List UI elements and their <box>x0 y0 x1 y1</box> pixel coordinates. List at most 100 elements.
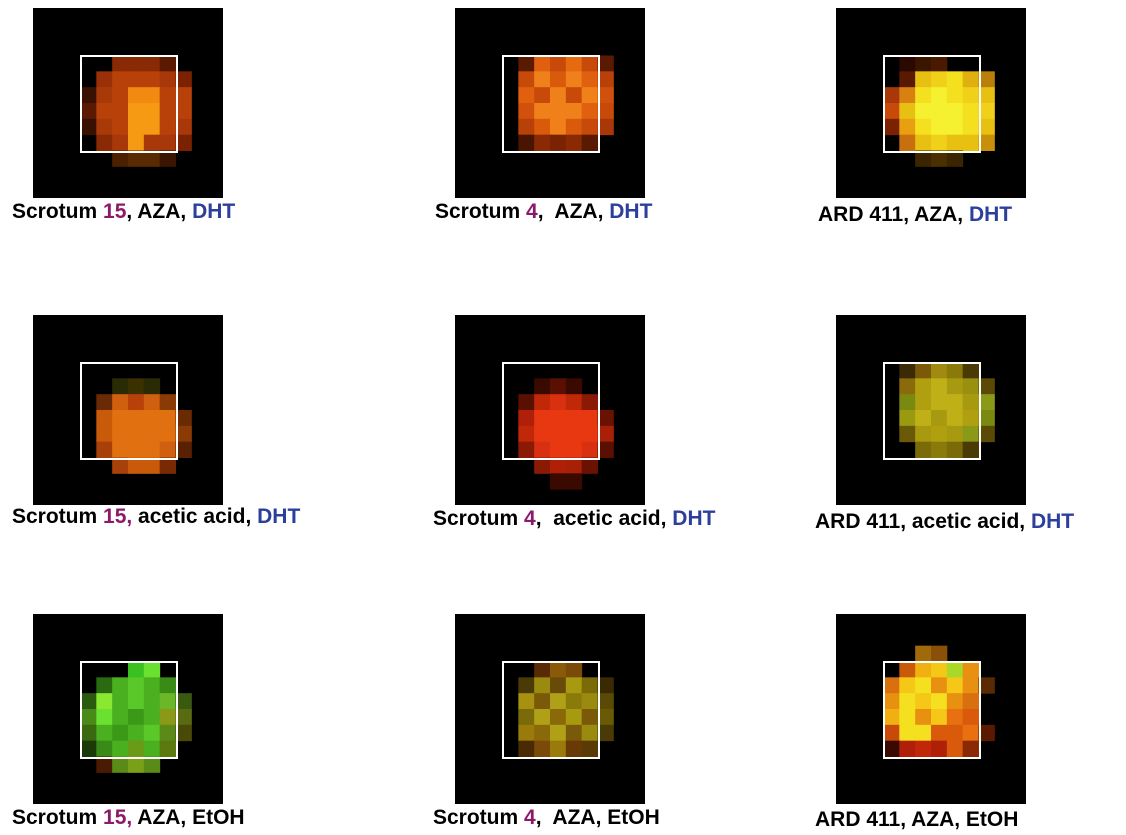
signal-pixel <box>518 134 535 151</box>
signal-pixel <box>565 55 583 72</box>
signal-pixel <box>534 118 551 136</box>
signal-pixel <box>112 71 129 88</box>
signal-pixel <box>962 441 979 458</box>
signal-pixel <box>931 394 948 411</box>
signal-pixel <box>143 394 161 411</box>
caption-segment: DHT <box>257 505 301 528</box>
signal-pixel <box>899 709 916 726</box>
fluorescence-tile <box>455 614 645 804</box>
signal-pixel <box>159 693 176 710</box>
signal-pixel <box>128 457 145 474</box>
caption-scrotum4-aza-etoh: Scrotum 4, AZA, EtOH <box>433 806 660 830</box>
signal-pixel <box>128 661 145 678</box>
signal-pixel <box>597 425 614 443</box>
signal-pixel <box>597 441 614 458</box>
signal-pixel <box>962 118 979 136</box>
signal-pixel <box>159 134 176 151</box>
signal-pixel <box>518 709 535 726</box>
signal-pixel <box>534 740 551 757</box>
signal-pixel <box>883 740 900 757</box>
signal-pixel <box>883 709 900 726</box>
signal-pixel <box>931 661 948 678</box>
signal-pixel <box>915 150 932 167</box>
signal-pixel <box>581 55 598 72</box>
signal-pixel <box>112 378 129 395</box>
signal-pixel <box>534 410 551 427</box>
signal-pixel <box>550 677 567 694</box>
fluorescence-tile <box>836 8 1026 198</box>
signal-pixel <box>915 410 932 427</box>
signal-pixel <box>899 55 916 72</box>
signal-pixel <box>962 378 979 395</box>
signal-pixel <box>112 118 129 136</box>
signal-pixel <box>946 425 964 443</box>
signal-pixel <box>96 425 113 443</box>
signal-pixel <box>978 103 995 120</box>
fluorescence-tile <box>836 315 1026 505</box>
signal-pixel <box>962 425 979 443</box>
signal-pixel <box>565 661 583 678</box>
signal-pixel <box>883 87 900 104</box>
caption-scrotum15-aza-etoh: Scrotum 15, AZA, EtOH <box>12 806 245 830</box>
signal-pixel <box>931 150 948 167</box>
signal-pixel <box>931 410 948 427</box>
signal-pixel <box>175 410 192 427</box>
caption-segment: DHT <box>609 200 653 223</box>
signal-pixel <box>931 55 948 72</box>
signal-pixel <box>518 677 535 694</box>
signal-pixel <box>597 55 614 72</box>
roi-box <box>502 362 600 460</box>
signal-pixel <box>597 709 614 726</box>
signal-pixel <box>565 118 583 136</box>
signal-pixel <box>143 724 161 742</box>
caption-segment: Scrotum <box>433 806 525 829</box>
signal-pixel <box>128 756 145 773</box>
signal-pixel <box>915 118 932 136</box>
signal-pixel <box>550 457 567 474</box>
signal-pixel <box>915 103 932 120</box>
signal-pixel <box>143 441 161 458</box>
signal-pixel <box>899 677 916 694</box>
caption-segment: 4 <box>526 200 538 223</box>
signal-pixel <box>565 103 583 120</box>
signal-pixel <box>915 394 932 411</box>
signal-pixel <box>565 457 583 474</box>
signal-pixel <box>96 677 113 694</box>
signal-pixel <box>143 661 161 678</box>
signal-pixel <box>899 362 916 379</box>
signal-pixel <box>946 441 964 458</box>
signal-pixel <box>175 87 192 104</box>
signal-pixel <box>112 103 129 120</box>
signal-pixel <box>112 709 129 726</box>
caption-segment: ARD 411, AZA, <box>818 203 969 226</box>
signal-pixel <box>143 55 161 72</box>
signal-pixel <box>946 150 964 167</box>
signal-pixel <box>978 71 995 88</box>
signal-pixel <box>915 724 932 742</box>
signal-pixel <box>80 87 97 104</box>
caption-segment: ARD 411, AZA, EtOH <box>815 808 1019 831</box>
signal-pixel <box>112 693 129 710</box>
roi-box <box>502 661 600 759</box>
signal-pixel <box>978 118 995 136</box>
signal-pixel <box>946 71 964 88</box>
signal-pixel <box>565 71 583 88</box>
caption-segment: Scrotum <box>12 505 104 528</box>
panel-ard411-aza-etoh <box>836 614 1026 804</box>
signal-pixel <box>597 724 614 742</box>
signal-pixel <box>581 693 598 710</box>
signal-pixel <box>143 87 161 104</box>
signal-pixel <box>550 394 567 411</box>
caption-segment: DHT <box>968 203 1013 226</box>
signal-pixel <box>962 709 979 726</box>
signal-pixel <box>565 740 583 757</box>
signal-pixel <box>931 724 948 742</box>
signal-pixel <box>534 441 551 458</box>
signal-pixel <box>112 150 129 167</box>
signal-pixel <box>175 103 192 120</box>
signal-pixel <box>96 394 113 411</box>
signal-pixel <box>581 87 598 104</box>
caption-ard411-acetic-dht: ARD 411, acetic acid, DHT <box>815 510 1074 534</box>
caption-segment: Scrotum <box>12 806 104 829</box>
signal-pixel <box>962 87 979 104</box>
